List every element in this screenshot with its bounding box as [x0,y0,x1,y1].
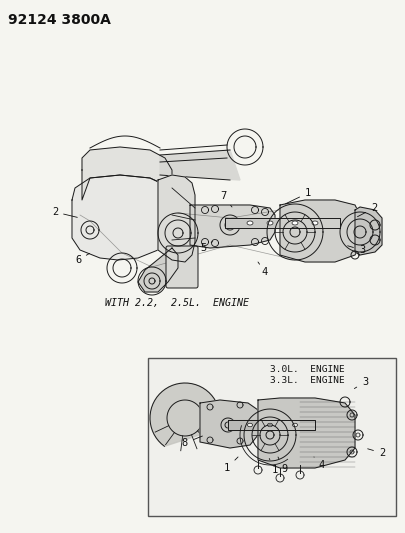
Text: 1: 1 [269,458,278,475]
Polygon shape [138,248,178,292]
FancyBboxPatch shape [166,246,198,288]
Polygon shape [280,200,360,262]
Polygon shape [160,150,240,180]
Text: 4: 4 [258,262,268,277]
Text: 3.3L.  ENGINE: 3.3L. ENGINE [270,376,345,385]
Polygon shape [158,175,195,262]
Polygon shape [355,207,382,255]
Text: 92124 3800A: 92124 3800A [8,13,111,27]
Text: 1: 1 [224,457,238,473]
Bar [148,358,396,516]
Polygon shape [200,400,258,448]
Polygon shape [228,420,315,430]
Polygon shape [82,147,172,200]
Ellipse shape [312,221,318,225]
Text: 7: 7 [220,191,232,207]
Text: 6: 6 [75,253,90,265]
Text: 9: 9 [278,457,287,474]
Ellipse shape [267,221,273,225]
Text: 3.0L.  ENGINE: 3.0L. ENGINE [270,365,345,374]
Text: 4: 4 [314,457,325,470]
Text: 5: 5 [200,241,213,253]
Polygon shape [150,383,220,446]
Polygon shape [258,398,355,468]
Text: 2: 2 [358,203,377,217]
Text: 3: 3 [347,245,365,255]
Text: 3: 3 [354,377,368,389]
Text: 2: 2 [52,207,77,217]
Ellipse shape [247,221,253,225]
Text: WITH 2.2,  2.5L.  ENGINE: WITH 2.2, 2.5L. ENGINE [105,298,249,308]
Text: 8: 8 [182,436,202,448]
Ellipse shape [267,423,273,427]
Ellipse shape [292,221,298,225]
Ellipse shape [247,423,252,427]
Ellipse shape [292,423,298,427]
Text: 2: 2 [368,448,385,458]
Polygon shape [190,205,275,248]
Polygon shape [72,175,172,260]
Polygon shape [225,218,340,228]
Text: 1: 1 [286,188,311,204]
